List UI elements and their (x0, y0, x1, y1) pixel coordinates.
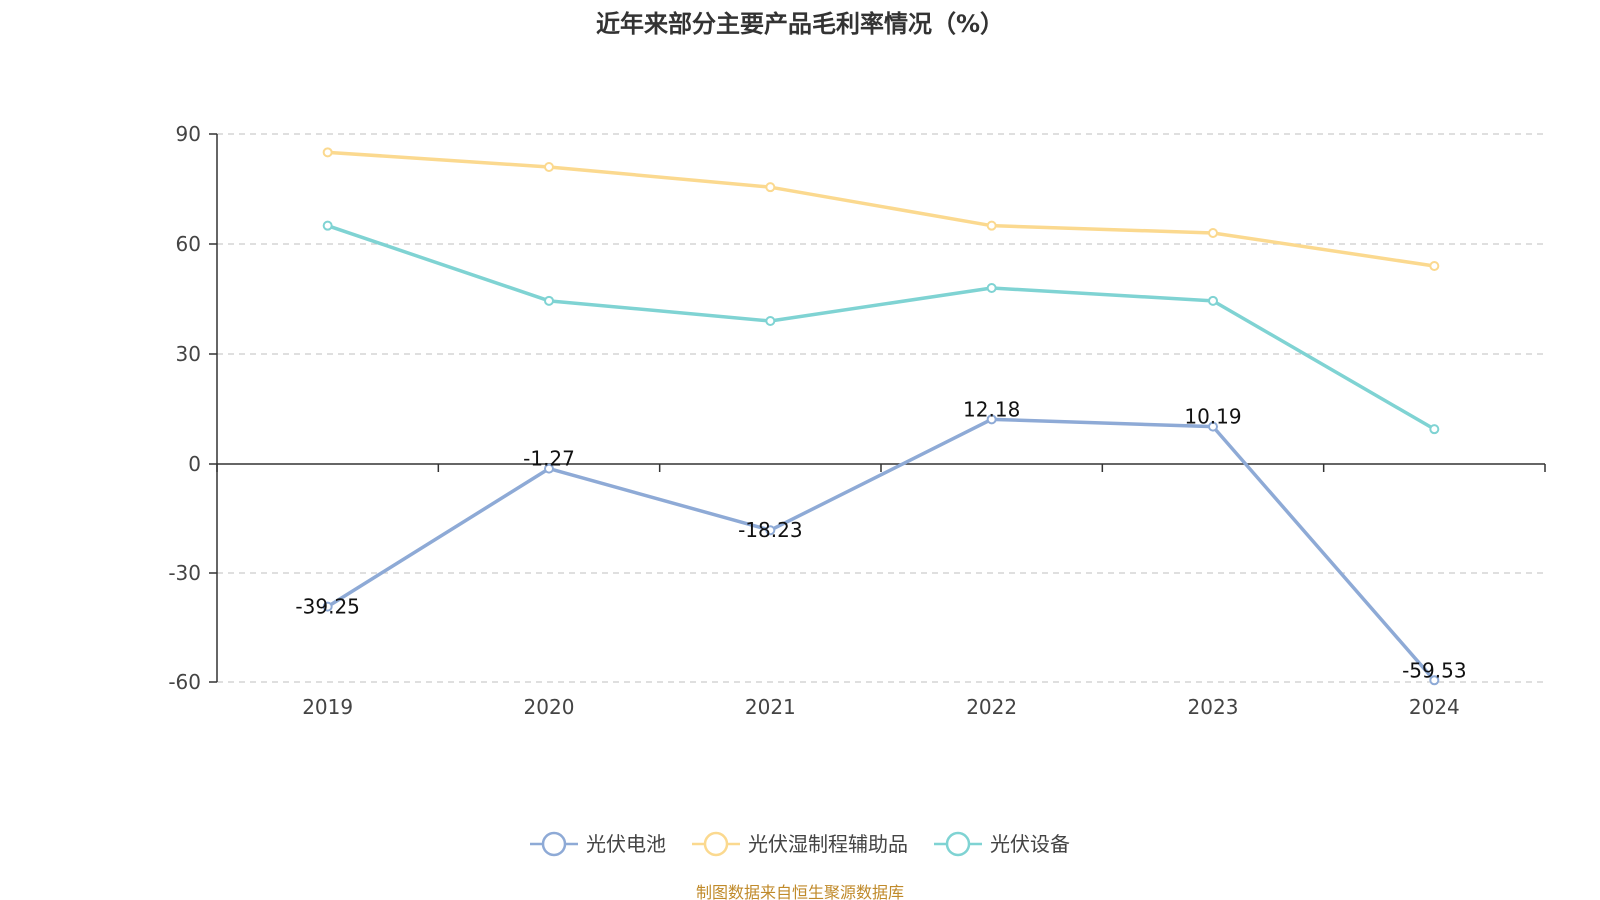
data-label: -59.53 (1402, 658, 1466, 682)
data-point (1208, 421, 1218, 432)
y-tick-label: -60 (168, 670, 201, 694)
gridlines (217, 133, 1545, 683)
data-point (544, 463, 554, 474)
legend-label: 光伏设备 (990, 832, 1070, 856)
x-tick-label: 2019 (302, 695, 353, 719)
data-labels: -39.25 -1.27 -18.23 12.18 10.19 -59.53 (295, 397, 1466, 682)
data-label: -18.23 (738, 518, 802, 542)
legend-item: 光伏湿制程辅助品 (692, 831, 908, 857)
legend-label: 光伏电池 (586, 832, 666, 856)
data-label: 10.19 (1184, 405, 1241, 429)
series-line (326, 417, 1436, 682)
data-point (765, 182, 776, 193)
legend-label: 光伏湿制程辅助品 (748, 832, 908, 856)
data-point (1429, 675, 1440, 686)
legend-item: 光伏设备 (934, 831, 1070, 857)
chart-title: 近年来部分主要产品毛利率情况（%） (596, 10, 1004, 38)
data-point (544, 162, 554, 172)
legend-circle-icon (945, 831, 971, 857)
source-note: 制图数据来自恒生聚源数据库 (696, 883, 904, 900)
data-label: 12.18 (963, 397, 1020, 421)
legend: 光伏电池 光伏湿制程辅助品 光伏设备 (530, 831, 1070, 857)
series-line (327, 150, 1435, 268)
data-point (322, 147, 333, 158)
data-point (765, 525, 776, 536)
y-tick-label: 60 (176, 232, 201, 256)
x-tick-label: 2024 (1409, 695, 1460, 719)
y-tick-label: 90 (176, 122, 201, 146)
legend-circle-icon (541, 831, 567, 857)
series-line (327, 224, 1436, 431)
y-tick-label: 0 (188, 452, 201, 476)
legend-item: 光伏电池 (530, 831, 666, 857)
data-label: -1.27 (523, 447, 575, 471)
data-point (544, 295, 554, 306)
y-tick-label: 30 (176, 342, 201, 366)
axes: 90 60 30 0 -30 -60 2019 2020 2021 2022 2023 2024 (168, 122, 1546, 719)
x-tick-label: 2020 (524, 695, 575, 719)
series-lines (322, 147, 1440, 686)
data-point (1429, 261, 1440, 271)
data-point (986, 283, 997, 293)
data-point (1208, 295, 1218, 306)
data-label: -39.25 (295, 595, 359, 619)
x-tick-label: 2023 (1188, 695, 1239, 719)
y-tick-label: -30 (168, 561, 201, 585)
x-tick-label: 2021 (745, 695, 796, 719)
legend-circle-icon (703, 831, 729, 857)
data-point (1208, 228, 1218, 238)
data-point (322, 220, 333, 231)
data-point (986, 414, 997, 425)
data-point (1429, 424, 1440, 435)
data-point (765, 316, 776, 326)
data-point (986, 220, 997, 231)
data-point (322, 601, 333, 612)
x-tick-label: 2022 (966, 695, 1017, 719)
